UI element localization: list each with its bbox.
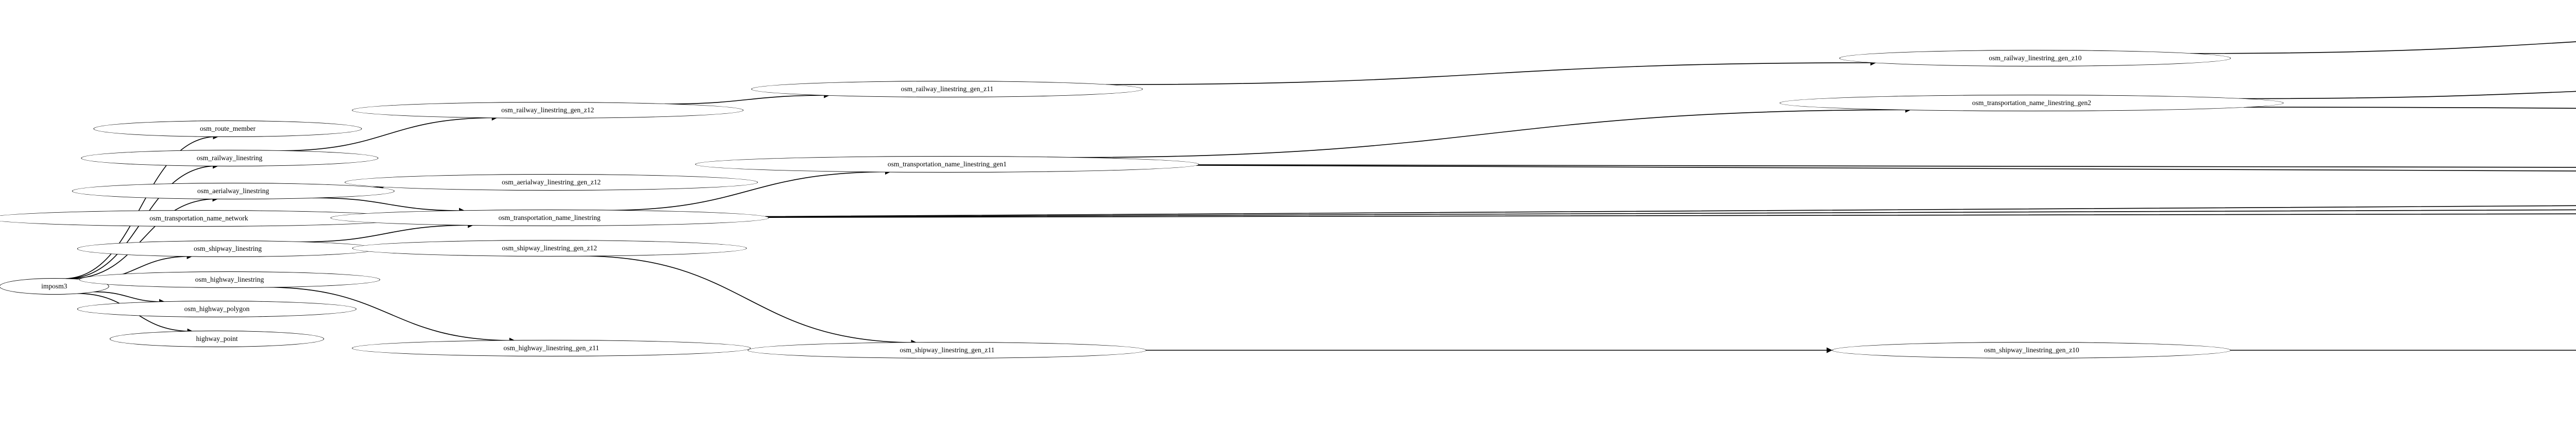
graph-edge-14 <box>665 92 830 105</box>
graph-edge-to-row-36 <box>765 207 2576 217</box>
graph-node-osm-railway-linestring-gen-z10[interactable]: osm_railway_linestring_gen_z10 <box>1839 50 2231 66</box>
graph-edge-9 <box>312 197 465 214</box>
graph-node-osm-railway-linestring[interactable]: osm_railway_linestring <box>80 150 379 166</box>
node-ellipse-shape: osm_route_member <box>93 121 362 137</box>
node-label: osm_transportation_name_network <box>149 214 248 222</box>
graph-edge-15 <box>605 169 891 211</box>
node-ellipse-shape: osm_aerialway_linestring_gen_z12 <box>345 174 758 191</box>
node-label: osm_highway_linestring <box>195 276 264 284</box>
node-label: osm_railway_linestring_gen_z12 <box>501 106 594 114</box>
graph-node-osm-transportation-name-linestring-gen2[interactable]: osm_transportation_name_linestring_gen2 <box>1780 95 2283 111</box>
node-ellipse-shape: osm_shipway_linestring <box>77 241 379 257</box>
graph-edge-17 <box>1106 60 1876 85</box>
node-ellipse-shape: imposm3 <box>0 278 109 295</box>
node-label: osm_transportation_name_linestring_gen1 <box>887 160 1007 168</box>
graph-edge-to-row-33 <box>2243 107 2576 109</box>
node-label: osm_aerialway_linestring_gen_z12 <box>502 178 601 186</box>
graph-node-osm-highway-polygon[interactable]: osm_highway_polygon <box>77 301 357 317</box>
graph-node-osm-railway-linestring-gen-z12[interactable]: osm_railway_linestring_gen_z12 <box>352 102 743 118</box>
node-ellipse-shape: osm_railway_linestring_gen_z11 <box>751 81 1143 97</box>
node-label: osm_transportation_name_linestring_gen2 <box>1972 99 2091 107</box>
node-ellipse-shape: osm_shipway_linestring_gen_z11 <box>748 342 1147 358</box>
graph-node-osm-shipway-linestring-gen-z10[interactable]: osm_shipway_linestring_gen_z10 <box>1832 342 2231 358</box>
node-label: osm_highway_polygon <box>184 305 250 313</box>
node-ellipse-shape: osm_highway_linestring <box>79 271 380 288</box>
graph-node-osm-shipway-linestring-gen-z11[interactable]: osm_shipway_linestring_gen_z11 <box>748 342 1147 358</box>
graph-node-osm-transportation-name-linestring[interactable]: osm_transportation_name_linestring <box>330 210 769 226</box>
graph-edge-13 <box>265 286 515 344</box>
graph-edge-12 <box>298 222 474 243</box>
graph-node-imposm3[interactable]: imposm3 <box>0 278 109 295</box>
graph-edge-7 <box>278 114 498 151</box>
node-label: osm_shipway_linestring_gen_z10 <box>1984 346 2079 354</box>
node-label: osm_highway_linestring_gen_z11 <box>503 344 599 352</box>
graph-edge-0 <box>62 133 219 279</box>
node-ellipse-shape: osm_railway_linestring_gen_z10 <box>1839 50 2231 66</box>
node-label: highway_point <box>196 335 238 343</box>
node-ellipse-shape: highway_point <box>110 331 324 347</box>
graph-node-osm-route-member[interactable]: osm_route_member <box>93 121 362 137</box>
node-ellipse-shape: osm_railway_linestring <box>80 150 379 166</box>
node-label: osm_shipway_linestring <box>194 245 262 253</box>
node-ellipse-shape: osm_railway_linestring_gen_z12 <box>352 102 743 118</box>
node-label: osm_railway_linestring <box>196 154 263 162</box>
node-label: osm_route_member <box>200 125 256 133</box>
graph-edge-20 <box>2190 41 2576 54</box>
graph-edge-to-row-35 <box>1196 165 2576 170</box>
node-label: osm_railway_linestring_gen_z11 <box>901 85 994 93</box>
node-label: osm_aerialway_linestring <box>197 187 269 195</box>
graph-node-osm-highway-linestring-gen-z11[interactable]: osm_highway_linestring_gen_z11 <box>352 340 751 356</box>
graph-node-osm-highway-linestring[interactable]: osm_highway_linestring <box>79 271 380 288</box>
node-ellipse-shape: osm_transportation_name_linestring <box>330 210 769 226</box>
node-label: osm_shipway_linestring_gen_z12 <box>502 244 597 252</box>
node-ellipse-shape: osm_shipway_linestring_gen_z10 <box>1832 342 2231 358</box>
graph-edge-18 <box>1067 107 1911 158</box>
graph-edge-16 <box>579 255 917 346</box>
node-label: osm_railway_linestring_gen_z10 <box>1989 54 2082 62</box>
graph-node-osm-aerialway-linestring[interactable]: osm_aerialway_linestring <box>72 183 395 199</box>
node-label: imposm3 <box>41 282 67 290</box>
node-ellipse-shape: osm_highway_polygon <box>77 301 357 317</box>
node-label: osm_shipway_linestring_gen_z11 <box>900 346 995 354</box>
graph-node-highway-point[interactable]: highway_point <box>110 331 324 347</box>
node-ellipse-shape: osm_shipway_linestring_gen_z12 <box>352 240 747 256</box>
graph-edge-21 <box>2239 91 2576 99</box>
graph-node-osm-aerialway-linestring-gen-z12[interactable]: osm_aerialway_linestring_gen_z12 <box>345 174 758 191</box>
graph-edge-2 <box>68 196 218 280</box>
node-label: osm_transportation_name_linestring <box>498 214 601 222</box>
graph-node-osm-shipway-linestring-gen-z12[interactable]: osm_shipway_linestring_gen_z12 <box>352 240 747 256</box>
graph-node-osm-shipway-linestring[interactable]: osm_shipway_linestring <box>77 241 379 257</box>
node-ellipse-shape: osm_transportation_name_linestring_gen1 <box>695 156 1199 173</box>
node-ellipse-shape: osm_transportation_name_linestring_gen2 <box>1780 95 2283 111</box>
node-ellipse-shape: osm_highway_linestring_gen_z11 <box>352 340 751 356</box>
node-ellipse-shape: osm_aerialway_linestring <box>72 183 395 199</box>
graph-node-osm-railway-linestring-gen-z11[interactable]: osm_railway_linestring_gen_z11 <box>751 81 1143 97</box>
graph-node-osm-transportation-name-linestring-gen1[interactable]: osm_transportation_name_linestring_gen1 <box>695 156 1199 173</box>
